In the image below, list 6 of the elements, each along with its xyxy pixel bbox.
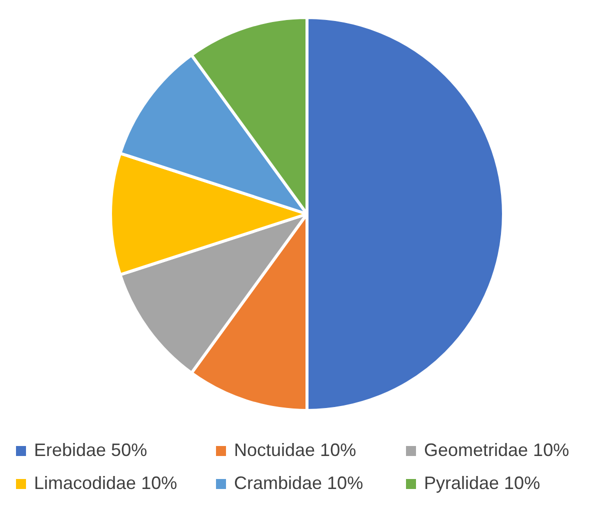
legend-label: Limacodidae 10% bbox=[34, 473, 178, 494]
legend-label: Crambidae 10% bbox=[234, 473, 364, 494]
legend-label: Erebidae 50% bbox=[34, 440, 148, 461]
legend-label: Noctuidae 10% bbox=[234, 440, 356, 461]
legend-label: Pyralidae 10% bbox=[424, 473, 540, 494]
legend-label: Geometridae 10% bbox=[424, 440, 570, 461]
